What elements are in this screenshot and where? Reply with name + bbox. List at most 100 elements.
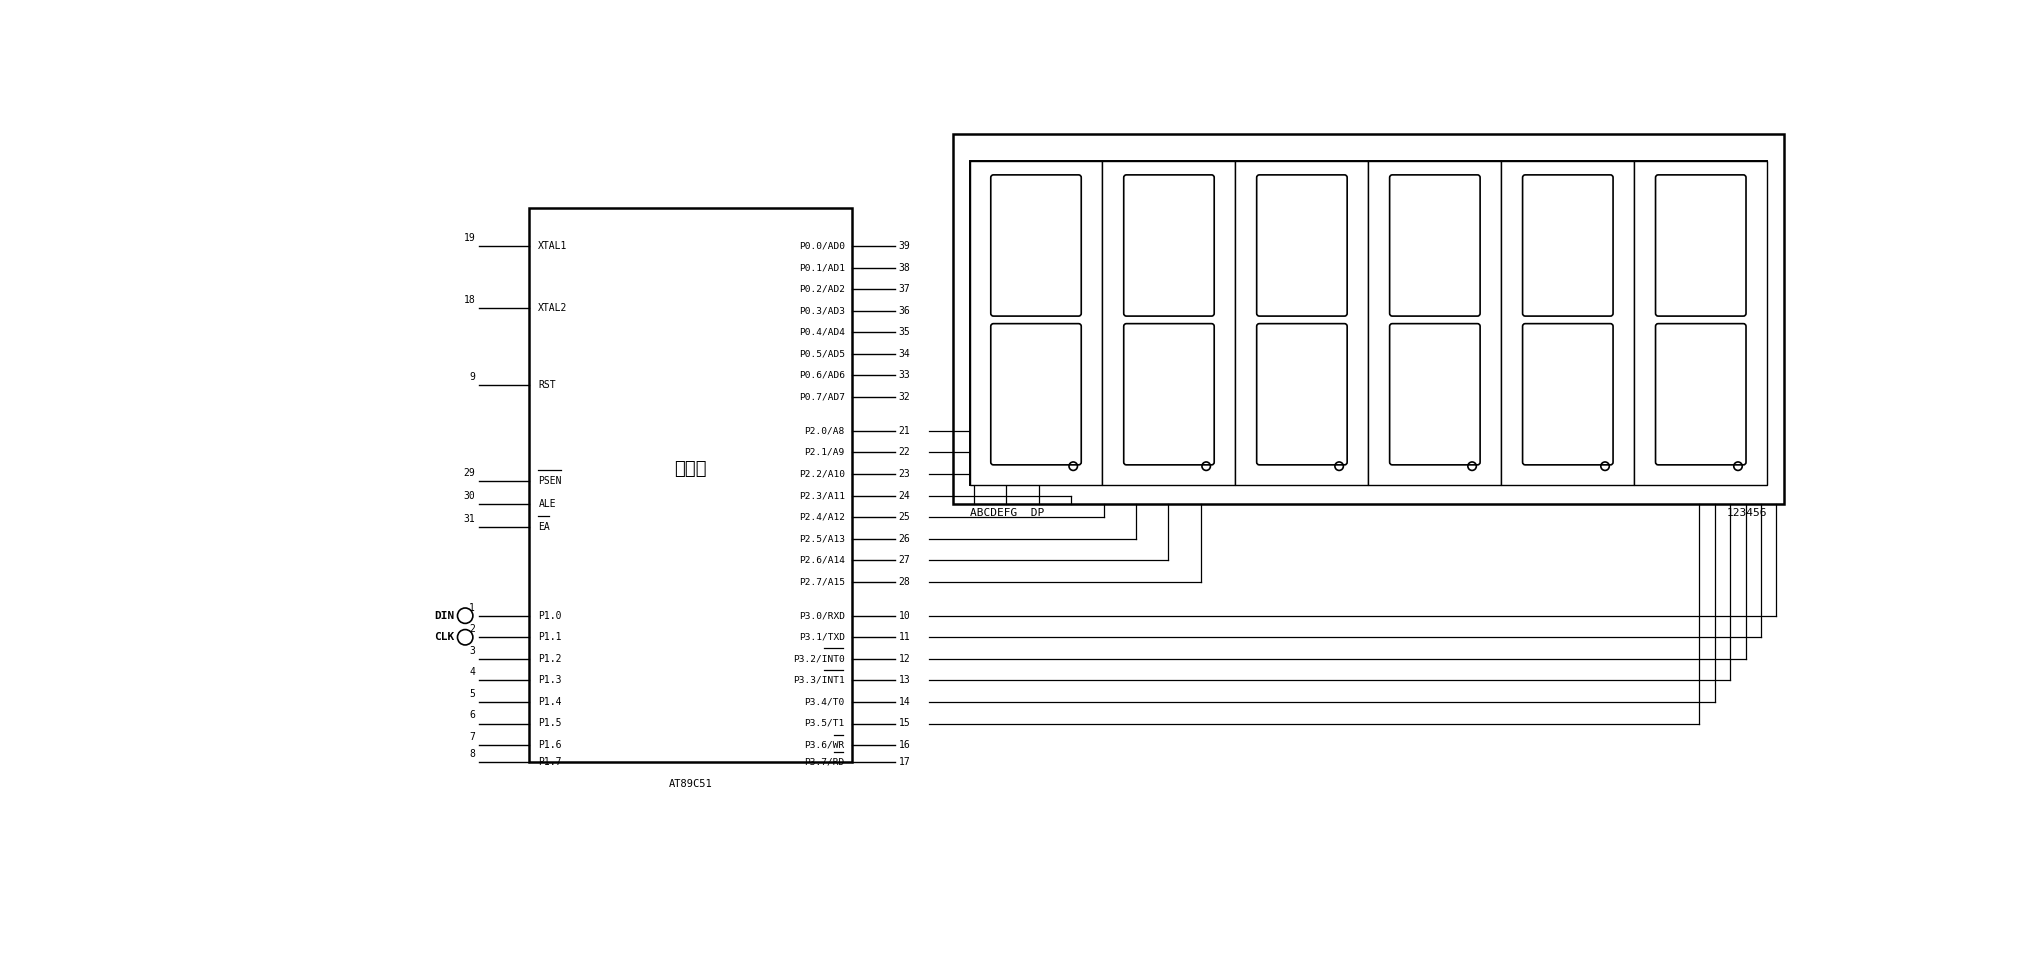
FancyBboxPatch shape [1256, 175, 1348, 316]
Text: P2.5/A13: P2.5/A13 [798, 534, 845, 543]
Text: 7: 7 [470, 732, 474, 742]
Text: 9: 9 [470, 372, 474, 382]
Text: P0.3/AD3: P0.3/AD3 [798, 306, 845, 315]
Text: P2.6/A14: P2.6/A14 [798, 556, 845, 564]
Text: 24: 24 [898, 491, 910, 500]
Text: P0.5/AD5: P0.5/AD5 [798, 349, 845, 358]
Text: XTAL1: XTAL1 [538, 241, 568, 252]
Text: P1.3: P1.3 [538, 676, 562, 685]
FancyBboxPatch shape [1391, 175, 1480, 316]
Text: 17: 17 [898, 757, 910, 767]
Text: 23: 23 [898, 469, 910, 479]
Text: 11: 11 [898, 633, 910, 642]
Text: 3: 3 [470, 646, 474, 656]
FancyBboxPatch shape [1124, 175, 1213, 316]
Text: 22: 22 [898, 447, 910, 458]
FancyBboxPatch shape [1655, 324, 1747, 465]
Text: P3.2/INT0: P3.2/INT0 [794, 655, 845, 663]
Text: P1.2: P1.2 [538, 654, 562, 663]
Bar [953, 134, 1784, 504]
Text: P3.3/INT1: P3.3/INT1 [794, 676, 845, 684]
Text: P0.4/AD4: P0.4/AD4 [798, 327, 845, 337]
Text: P0.6/AD6: P0.6/AD6 [798, 371, 845, 380]
Text: 5: 5 [470, 689, 474, 699]
Text: 2: 2 [470, 624, 474, 635]
Text: P1.7: P1.7 [538, 757, 562, 767]
Text: 33: 33 [898, 371, 910, 380]
Text: P2.3/A11: P2.3/A11 [798, 492, 845, 500]
Text: P3.4/T0: P3.4/T0 [804, 697, 845, 707]
FancyBboxPatch shape [992, 324, 1081, 465]
FancyBboxPatch shape [1523, 175, 1613, 316]
Text: PSEN: PSEN [538, 476, 562, 486]
FancyBboxPatch shape [1391, 324, 1480, 465]
Text: 38: 38 [898, 263, 910, 273]
Text: 13: 13 [898, 676, 910, 685]
Text: 8: 8 [470, 749, 474, 759]
Text: 36: 36 [898, 306, 910, 316]
Text: 单片机: 单片机 [674, 461, 706, 478]
Text: 15: 15 [898, 718, 910, 729]
Text: 32: 32 [898, 392, 910, 402]
Text: 30: 30 [464, 491, 474, 501]
Bar [969, 161, 1767, 485]
Text: P1.5: P1.5 [538, 718, 562, 729]
FancyBboxPatch shape [1124, 324, 1213, 465]
Text: P2.4/A12: P2.4/A12 [798, 513, 845, 521]
Text: 14: 14 [898, 697, 910, 707]
Text: 21: 21 [898, 426, 910, 436]
Text: 12: 12 [898, 654, 910, 663]
Text: DIN: DIN [434, 611, 454, 621]
Text: P0.1/AD1: P0.1/AD1 [798, 263, 845, 273]
Text: 4: 4 [470, 667, 474, 678]
Text: XTAL2: XTAL2 [538, 302, 568, 313]
Bar [1501, 161, 1635, 485]
Bar [1101, 161, 1236, 485]
Text: P2.1/A9: P2.1/A9 [804, 448, 845, 457]
Text: 34: 34 [898, 348, 910, 359]
Text: 28: 28 [898, 577, 910, 587]
Text: P1.6: P1.6 [538, 740, 562, 750]
Bar [1635, 161, 1767, 485]
Text: 6: 6 [470, 710, 474, 720]
Text: 39: 39 [898, 241, 910, 252]
Text: P3.0/RXD: P3.0/RXD [798, 612, 845, 620]
FancyBboxPatch shape [1256, 324, 1348, 465]
Bar [529, 207, 853, 762]
Bar [1236, 161, 1368, 485]
Text: P0.2/AD2: P0.2/AD2 [798, 285, 845, 294]
FancyBboxPatch shape [1655, 175, 1747, 316]
Text: AT89C51: AT89C51 [670, 779, 713, 788]
Text: P1.4: P1.4 [538, 697, 562, 707]
Text: 35: 35 [898, 327, 910, 337]
Bar [1368, 161, 1501, 485]
Text: P2.0/A8: P2.0/A8 [804, 426, 845, 436]
Text: P3.5/T1: P3.5/T1 [804, 719, 845, 728]
FancyBboxPatch shape [1523, 324, 1613, 465]
Text: RST: RST [538, 380, 556, 390]
Text: 29: 29 [464, 468, 474, 478]
Text: 31: 31 [464, 514, 474, 524]
Text: P3.7/RD: P3.7/RD [804, 757, 845, 766]
Text: EA: EA [538, 522, 550, 532]
Text: P0.0/AD0: P0.0/AD0 [798, 242, 845, 251]
Text: 10: 10 [898, 611, 910, 621]
Text: 19: 19 [464, 233, 474, 243]
FancyBboxPatch shape [992, 175, 1081, 316]
Text: P2.2/A10: P2.2/A10 [798, 469, 845, 478]
Text: P3.6/WR: P3.6/WR [804, 740, 845, 750]
Text: 18: 18 [464, 295, 474, 304]
Text: 16: 16 [898, 740, 910, 750]
Text: P3.1/TXD: P3.1/TXD [798, 633, 845, 641]
Text: P2.7/A15: P2.7/A15 [798, 577, 845, 587]
Text: ALE: ALE [538, 499, 556, 509]
Text: 123456: 123456 [1727, 508, 1767, 517]
Text: P0.7/AD7: P0.7/AD7 [798, 393, 845, 401]
Text: 27: 27 [898, 555, 910, 565]
Text: ABCDEFG  DP: ABCDEFG DP [969, 508, 1044, 517]
Text: 1: 1 [470, 603, 474, 612]
Text: CLK: CLK [434, 633, 454, 642]
Text: P1.1: P1.1 [538, 633, 562, 642]
Text: 26: 26 [898, 534, 910, 543]
Text: 25: 25 [898, 512, 910, 522]
